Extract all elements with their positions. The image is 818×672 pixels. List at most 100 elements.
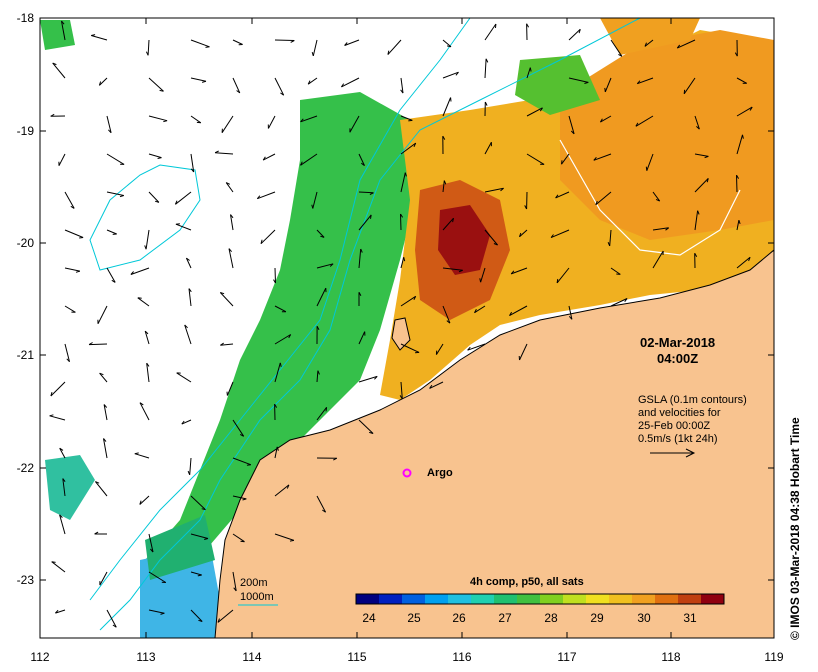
velocity-arrow-head (317, 370, 320, 375)
velocity-arrow-head (593, 156, 597, 161)
velocity-arrow (442, 267, 463, 271)
island (391, 317, 411, 351)
velocity-arrow (185, 257, 192, 269)
velocity-arrow (190, 77, 207, 82)
velocity-arrow-head (256, 195, 261, 200)
velocity-arrow (635, 115, 654, 127)
velocity-arrow-head (300, 118, 304, 123)
velocity-arrow (694, 153, 709, 157)
velocity-arrow (387, 39, 402, 55)
velocity-arrow (59, 514, 66, 535)
velocity-arrow-head (344, 42, 348, 46)
velocity-arrows (49, 20, 753, 628)
velocity-arrow (509, 305, 528, 317)
velocity-arrow-head (329, 263, 334, 267)
velocity-arrow (568, 305, 573, 320)
velocity-arrow-head (108, 129, 112, 134)
velocity-arrow (228, 248, 234, 269)
velocity-arrow (181, 419, 192, 425)
lon-tick-label: 112 (30, 650, 49, 664)
velocity-arrow-head (225, 182, 231, 185)
velocity-arrow-head (595, 200, 598, 205)
gsla-line-2: and velocities for (638, 407, 721, 419)
velocity-arrow-head (524, 205, 528, 210)
velocity-arrow-head (584, 81, 589, 84)
velocity-arrow-head (139, 402, 144, 406)
velocity-arrow-head (599, 118, 603, 123)
velocity-arrow-head (70, 205, 75, 209)
velocity-arrow-head (399, 395, 403, 400)
velocity-arrow-head (485, 58, 489, 63)
velocity-arrow-head (736, 174, 740, 179)
lon-tick-label: 115 (347, 650, 366, 664)
velocity-arrow (358, 419, 374, 434)
velocity-arrow (652, 250, 664, 269)
velocity-arrow (312, 39, 318, 57)
velocity-arrow-head (175, 223, 180, 225)
velocity-arrow-head (236, 90, 241, 94)
velocity-arrow (64, 229, 84, 238)
velocity-arrow-head (187, 470, 191, 475)
map-time: 04:00Z (656, 351, 699, 366)
velocity-arrow (232, 77, 241, 94)
velocity-arrow (267, 115, 276, 129)
velocity-arrow-head (262, 156, 266, 161)
velocity-arrow-head (413, 142, 417, 148)
velocity-arrow-head (316, 325, 320, 331)
velocity-arrow-head (358, 291, 362, 296)
velocity-arrow (561, 153, 570, 165)
velocity-arrow (175, 223, 192, 231)
velocity-arrow (95, 481, 108, 497)
velocity-arrow (474, 305, 486, 314)
velocity-arrow-head (273, 279, 276, 284)
colorbar-tick-label: 29 (590, 611, 604, 625)
velocity-arrow-head (144, 245, 147, 250)
velocity-arrow-head (369, 192, 374, 195)
colorbar-tick-label: 26 (452, 611, 466, 625)
velocity-arrow (220, 343, 234, 346)
velocity-arrow (190, 533, 209, 539)
velocity-arrow-head (607, 242, 611, 247)
colorbar-frame (355, 593, 725, 605)
velocity-arrow-head (246, 464, 251, 466)
velocity-arrow-head (288, 334, 292, 339)
velocity-arrow-head (311, 204, 314, 209)
colorbar-step (563, 594, 587, 604)
velocity-arrow (652, 227, 669, 231)
velocity-arrow (59, 447, 66, 459)
lon-tick-label: 117 (557, 650, 576, 664)
velocity-arrow-head (88, 342, 93, 346)
velocity-arrow (429, 381, 444, 389)
lon-tick-label: 119 (764, 650, 783, 664)
velocity-arrow (400, 115, 413, 121)
velocity-arrow (99, 571, 108, 586)
velocity-arrow (134, 453, 150, 459)
colorbar-step (632, 594, 656, 604)
velocity-arrow (225, 182, 234, 193)
velocity-arrow-head (474, 308, 477, 313)
velocity-arrow (274, 267, 276, 284)
velocity-arrow (215, 152, 234, 155)
velocity-arrow (358, 191, 374, 194)
velocity-arrow-head (360, 248, 363, 253)
velocity-arrow (400, 381, 403, 399)
velocity-arrow (64, 267, 81, 272)
velocity-arrow (480, 267, 486, 283)
velocity-arrow (260, 229, 276, 245)
colorbar-tick-label: 24 (362, 611, 376, 625)
velocity-arrow (130, 267, 150, 275)
velocity-arrow (736, 175, 738, 193)
velocity-arrow-head (146, 362, 150, 367)
velocity-arrow-head (556, 278, 559, 283)
velocity-arrow-head (578, 29, 581, 34)
velocity-arrow-head (233, 587, 237, 592)
velocity-arrow-head (500, 187, 504, 192)
velocity-arrow-head (66, 358, 70, 363)
velocity-arrow-head (452, 218, 454, 223)
velocity-arrow (274, 533, 295, 541)
velocity-arrow-head (325, 407, 328, 412)
velocity-arrow-head (160, 612, 165, 615)
velocity-arrow (106, 229, 117, 235)
velocity-arrow-head (369, 431, 374, 434)
velocity-arrow (442, 39, 452, 48)
